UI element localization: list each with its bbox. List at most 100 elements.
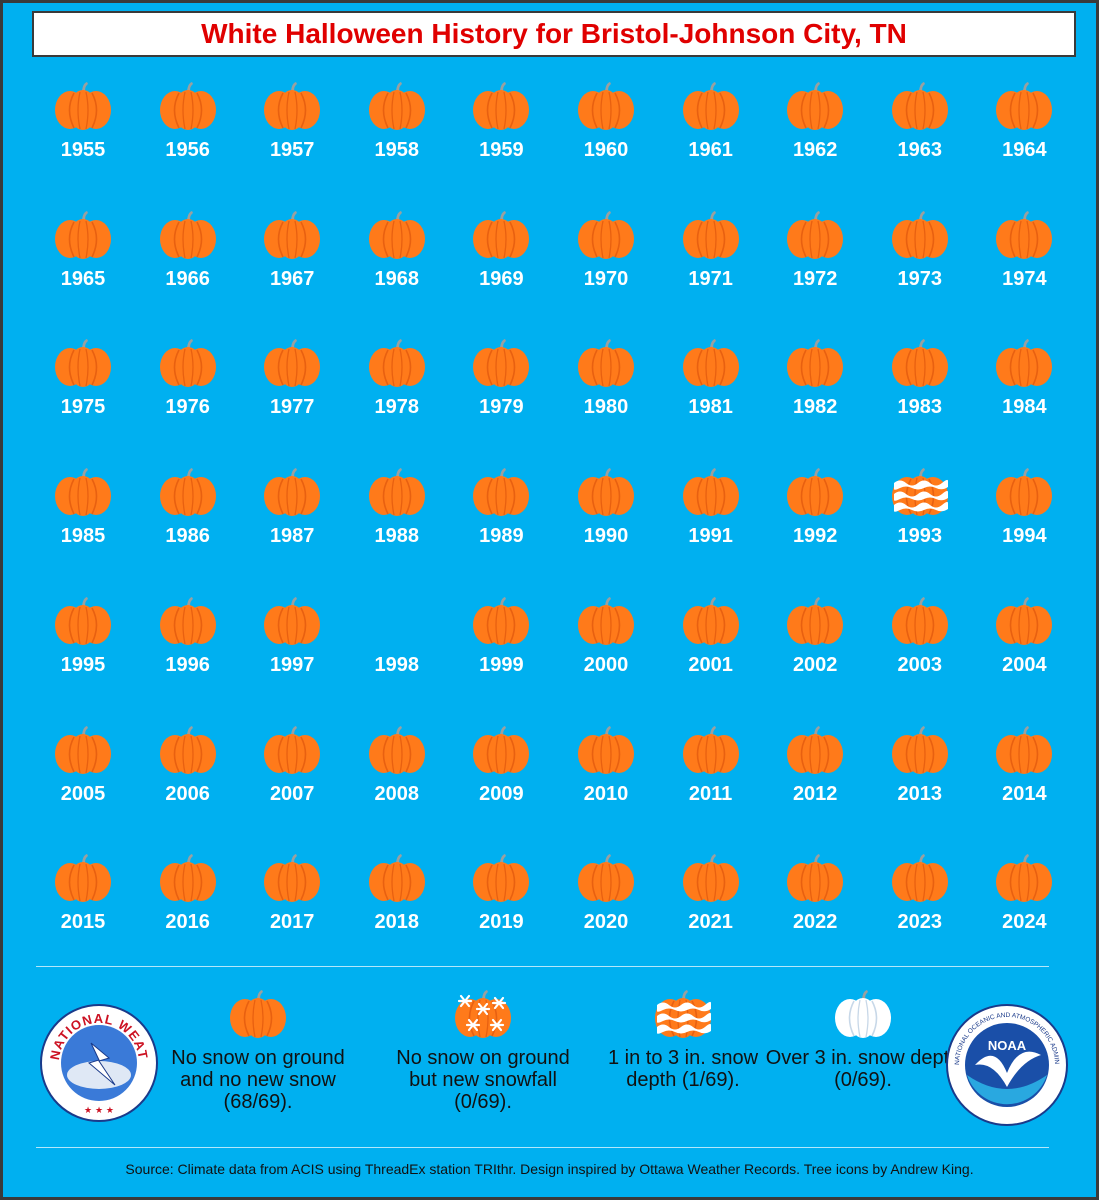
pumpkin-icon xyxy=(159,82,216,130)
year-cell: 1996 xyxy=(136,596,240,706)
year-cell: 1972 xyxy=(763,210,867,320)
year-label: 2020 xyxy=(583,911,629,934)
pumpkin-icon xyxy=(368,210,425,259)
year-label: 1958 xyxy=(374,139,420,161)
pumpkin-icon xyxy=(55,854,111,903)
pumpkin-icon xyxy=(473,82,530,130)
pumpkin-icon xyxy=(159,725,216,774)
pumpkin-icon xyxy=(55,339,111,388)
year-cell: 1964 xyxy=(972,81,1076,191)
year-label: 1987 xyxy=(269,525,315,548)
pumpkin-icon xyxy=(55,82,111,130)
year-label: 2011 xyxy=(688,782,733,805)
year-cell: 1970 xyxy=(554,210,658,320)
year-label: 1976 xyxy=(165,396,210,419)
pumpkin-icon xyxy=(159,854,216,903)
pumpkin-icon xyxy=(682,596,739,645)
legend-text: No snow on ground but new snowfall (0/69… xyxy=(396,1047,570,1113)
year-cell: 2010 xyxy=(554,725,658,835)
year-label: 1975 xyxy=(60,396,106,419)
year-cell: 1981 xyxy=(659,338,763,448)
year-label: 1990 xyxy=(583,525,629,548)
pumpkin-icon xyxy=(264,596,321,645)
year-label: 1970 xyxy=(583,267,629,290)
pumpkin-icon xyxy=(473,339,530,388)
year-cell: 1982 xyxy=(763,338,867,448)
year-cell: 1967 xyxy=(240,210,344,320)
pumpkin-icon xyxy=(159,596,216,645)
year-label: 1995 xyxy=(60,653,106,676)
year-label: 1994 xyxy=(1002,525,1047,548)
snow-striped-pumpkin-icon xyxy=(655,990,711,1038)
pumpkin-icon xyxy=(368,854,425,903)
pumpkin-icon xyxy=(682,339,739,388)
pumpkin-icon xyxy=(787,596,844,645)
year-label: 1979 xyxy=(479,396,524,419)
pumpkin-icon xyxy=(891,596,948,645)
year-label: 1999 xyxy=(479,653,524,676)
pumpkin-icon xyxy=(473,596,530,645)
year-cell: 1960 xyxy=(554,81,658,191)
year-label: 1962 xyxy=(792,139,838,161)
year-label: 2013 xyxy=(897,782,943,805)
pumpkin-icon xyxy=(682,725,739,774)
year-label: 1972 xyxy=(792,267,838,290)
pumpkin-icon xyxy=(996,468,1053,517)
year-cell: 1971 xyxy=(659,210,763,320)
snow-striped-pumpkin-icon xyxy=(891,468,948,517)
year-cell: 1997 xyxy=(240,596,344,706)
year-cell: 2002 xyxy=(763,596,867,706)
pumpkin-icon xyxy=(264,339,321,388)
year-label: 1963 xyxy=(897,139,943,161)
year-cell: 1977 xyxy=(240,338,344,448)
noaa-logo: NOAA NATIONAL OCEANIC AND ATMOSPHERIC AD… xyxy=(945,1003,1068,1126)
pumpkin-icon xyxy=(787,468,844,517)
year-cell: 1986 xyxy=(136,467,240,577)
pumpkin-icon xyxy=(578,596,634,645)
pumpkin-icon xyxy=(230,990,286,1038)
pumpkin-icon xyxy=(368,82,425,130)
year-cell: 2006 xyxy=(136,725,240,835)
year-label: 1985 xyxy=(60,525,106,548)
year-label: 1967 xyxy=(269,267,315,290)
year-cell: 2003 xyxy=(868,596,972,706)
year-cell: 1969 xyxy=(449,210,553,320)
year-label: 1978 xyxy=(374,396,420,419)
year-label: 1955 xyxy=(60,139,106,161)
pumpkin-icon xyxy=(159,210,216,259)
pumpkin-icon xyxy=(787,210,844,259)
year-label: 1973 xyxy=(897,267,943,290)
legend-text: Over 3 in. snow depth (0/69). xyxy=(765,1047,961,1091)
year-cell: 1962 xyxy=(763,81,867,191)
year-label: 2023 xyxy=(897,911,943,934)
year-cell: 2023 xyxy=(868,853,972,963)
year-cell: 1975 xyxy=(31,338,135,448)
year-label: 2016 xyxy=(165,911,210,934)
year-label: 1993 xyxy=(897,525,943,548)
pumpkin-icon xyxy=(264,210,321,259)
pumpkin-icon xyxy=(996,725,1053,774)
year-label: 1964 xyxy=(1002,139,1047,161)
pumpkin-icon xyxy=(996,596,1053,645)
year-label: 1957 xyxy=(269,139,315,161)
year-cell: 2005 xyxy=(31,725,135,835)
year-label: 1969 xyxy=(479,267,524,290)
year-label: 1996 xyxy=(165,653,210,676)
pumpkin-icon xyxy=(368,725,425,774)
pumpkin-icon xyxy=(264,82,321,130)
pumpkin-icon xyxy=(578,854,634,903)
pumpkin-icon xyxy=(473,725,530,774)
year-label: 2009 xyxy=(479,782,524,805)
year-cell: 2022 xyxy=(763,853,867,963)
noaa-logo-text: NOAA xyxy=(988,1038,1027,1053)
year-label: 2024 xyxy=(1002,911,1047,934)
year-label: 1998 xyxy=(374,653,420,676)
year-label: 1977 xyxy=(269,396,315,419)
year-cell: 1957 xyxy=(240,81,344,191)
pumpkin-icon xyxy=(264,854,321,903)
year-label: 1980 xyxy=(583,396,629,419)
year-cell: 1993 xyxy=(868,467,972,577)
year-label: 1956 xyxy=(165,139,210,161)
legend-text: No snow on ground and no new snow (68/69… xyxy=(171,1047,345,1113)
